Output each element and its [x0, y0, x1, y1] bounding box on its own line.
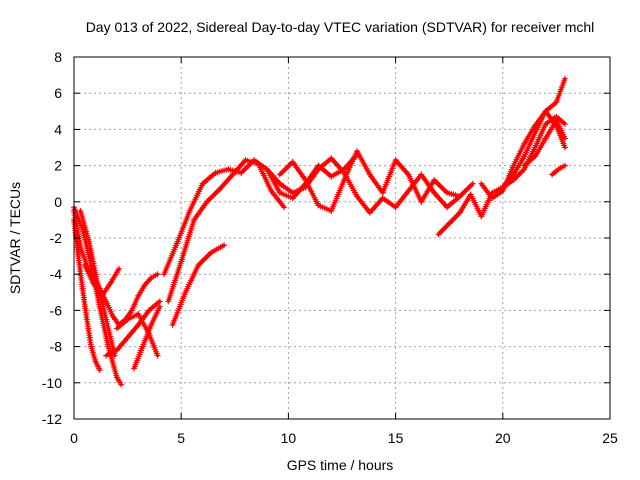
series-track-e: [81, 262, 123, 299]
x-tick-label: 15: [388, 430, 404, 446]
series-line: [436, 77, 567, 236]
x-tick-label: 0: [70, 430, 78, 446]
plot-frame: [73, 56, 611, 420]
data-point: [561, 135, 568, 142]
x-tick-label: 5: [177, 430, 185, 446]
series-track-p: [499, 113, 568, 191]
y-axis-label: SDTVAR / TECUs: [7, 182, 23, 294]
data-point: [561, 120, 568, 127]
y-tick-label: 4: [54, 121, 62, 137]
y-tick-label: -2: [50, 230, 63, 246]
data-point: [118, 381, 125, 388]
grid-lines: [74, 57, 610, 419]
data-point: [156, 298, 163, 305]
chart-title: Day 013 of 2022, Sidereal Day-to-day VTE…: [86, 19, 595, 35]
data-point: [156, 303, 163, 310]
series-track-r: [549, 162, 568, 178]
data-point: [116, 265, 123, 272]
data-point: [281, 204, 288, 211]
series-track-d: [77, 207, 118, 359]
series-track-k: [165, 157, 288, 305]
y-tick-label: -4: [50, 266, 63, 282]
y-tick-label: 6: [54, 85, 62, 101]
x-tick-label: 10: [281, 430, 297, 446]
series-track-h: [131, 303, 163, 372]
y-tick-label: 0: [54, 194, 62, 210]
x-axis-label: GPS time / hours: [287, 457, 394, 473]
data-point: [561, 162, 568, 169]
data-point: [561, 144, 568, 151]
data-point: [469, 180, 476, 187]
data-point: [154, 271, 161, 278]
y-tick-label: -10: [42, 375, 62, 391]
data-point: [561, 75, 568, 82]
data-point: [154, 352, 161, 359]
data-point: [456, 193, 463, 200]
x-tick-label: 20: [495, 430, 511, 446]
series-track-n: [435, 75, 568, 238]
data-point: [221, 242, 228, 249]
y-tick-label: -12: [42, 411, 62, 427]
axis-ticks: 0 5 10 15 20 25 -12 -10 -8 -6 -4 -2 0 2 4 6 8: [42, 49, 618, 446]
x-tick-label: 25: [602, 430, 618, 446]
y-tick-label: 8: [54, 49, 62, 65]
y-tick-label: -6: [50, 302, 63, 318]
series-track-q: [521, 117, 568, 169]
series-track-m: [263, 155, 463, 216]
series-track-j: [169, 242, 228, 328]
data-series: [71, 75, 568, 388]
data-point: [96, 367, 103, 374]
series-track-b: [71, 216, 103, 374]
y-tick-label: 2: [54, 158, 62, 174]
series-track-g: [113, 311, 161, 359]
y-tick-label: -8: [50, 339, 63, 355]
